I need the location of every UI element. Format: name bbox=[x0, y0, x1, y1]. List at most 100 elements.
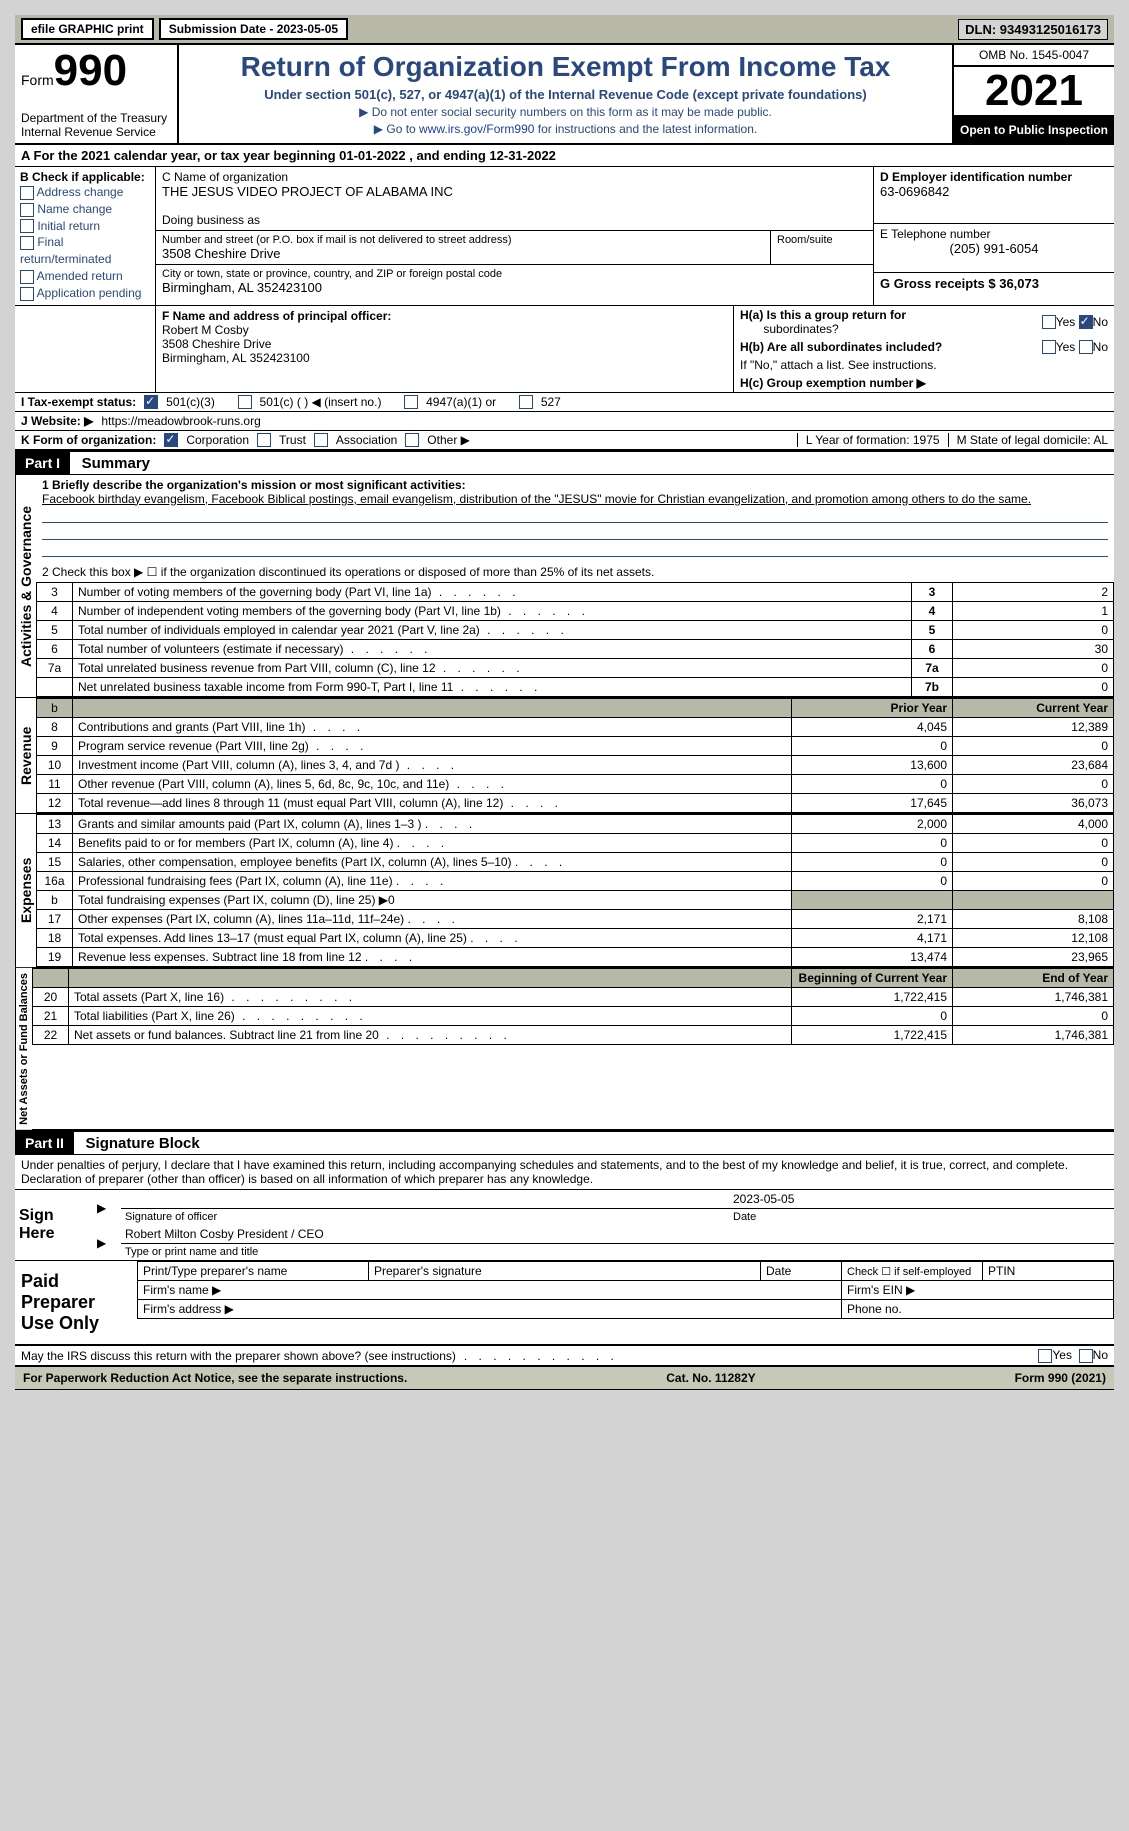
cb-address-change[interactable]: Address change bbox=[20, 184, 150, 201]
revenue-section: Revenue bPrior YearCurrent Year 8Contrib… bbox=[15, 698, 1114, 814]
omb-number: OMB No. 1545-0047 bbox=[954, 45, 1114, 67]
b-label: B Check if applicable: bbox=[20, 170, 150, 184]
ha-yes[interactable] bbox=[1042, 315, 1056, 329]
table-row: 21Total liabilities (Part X, line 26) . … bbox=[33, 1006, 1114, 1025]
footer: For Paperwork Reduction Act Notice, see … bbox=[15, 1367, 1114, 1390]
table-row: 13Grants and similar amounts paid (Part … bbox=[37, 814, 1114, 833]
mission-text: Facebook birthday evangelism, Facebook B… bbox=[42, 492, 1108, 506]
cb-application-pending[interactable]: Application pending bbox=[20, 285, 150, 302]
table-row: 18Total expenses. Add lines 13–17 (must … bbox=[37, 928, 1114, 947]
city-label: City or town, state or province, country… bbox=[162, 268, 867, 280]
section-b-through-g: B Check if applicable: Address change Na… bbox=[15, 167, 1114, 306]
room-label: Room/suite bbox=[770, 231, 873, 264]
expenses-section: Expenses 13Grants and similar amounts pa… bbox=[15, 814, 1114, 968]
hb-note: If "No," attach a list. See instructions… bbox=[734, 356, 1114, 374]
form-number: 990 bbox=[54, 46, 127, 95]
sign-here-block: Sign Here ▶ 2023-05-05 Signature of offi… bbox=[15, 1190, 1114, 1261]
table-row: 9Program service revenue (Part VIII, lin… bbox=[37, 736, 1114, 755]
phone: (205) 991-6054 bbox=[880, 241, 1108, 256]
table-row: 8Contributions and grants (Part VIII, li… bbox=[37, 717, 1114, 736]
submission-date-button[interactable]: Submission Date - 2023-05-05 bbox=[159, 18, 348, 40]
hb-no[interactable] bbox=[1079, 340, 1093, 354]
header-left: Form990 Department of the Treasury Inter… bbox=[15, 45, 179, 143]
table-row: 17Other expenses (Part IX, column (A), l… bbox=[37, 909, 1114, 928]
note-goto: ▶ Go to www.irs.gov/Form990 for instruct… bbox=[189, 122, 942, 136]
dln-label: DLN: 93493125016173 bbox=[958, 19, 1108, 40]
sign-here-label: Sign Here bbox=[15, 1190, 93, 1261]
col-d-e-g: D Employer identification number 63-0696… bbox=[873, 167, 1114, 305]
cb-527[interactable] bbox=[519, 395, 533, 409]
cb-trust[interactable] bbox=[257, 433, 271, 447]
discuss-yes[interactable] bbox=[1038, 1349, 1052, 1363]
table-row: 14Benefits paid to or for members (Part … bbox=[37, 833, 1114, 852]
officer-name: Robert M Cosby bbox=[162, 323, 727, 337]
cb-initial-return[interactable]: Initial return bbox=[20, 218, 150, 235]
f-label: F Name and address of principal officer: bbox=[162, 309, 727, 323]
hb-yes[interactable] bbox=[1042, 340, 1056, 354]
table-row: 6Total number of volunteers (estimate if… bbox=[37, 639, 1114, 658]
col-b-checkboxes: B Check if applicable: Address change Na… bbox=[15, 167, 156, 305]
cb-name-change[interactable]: Name change bbox=[20, 201, 150, 218]
activities-governance-section: Activities & Governance 1 Briefly descri… bbox=[15, 475, 1114, 698]
cb-association[interactable] bbox=[314, 433, 328, 447]
table-row: Net unrelated business taxable income fr… bbox=[37, 677, 1114, 696]
irs-link[interactable]: www.irs.gov/Form990 bbox=[419, 122, 534, 136]
form-990-page: efile GRAPHIC print Submission Date - 20… bbox=[15, 15, 1114, 1390]
cb-4947[interactable] bbox=[404, 395, 418, 409]
part-2-header: Part II Signature Block bbox=[15, 1131, 1114, 1155]
paid-preparer-block: Paid Preparer Use Only Print/Type prepar… bbox=[15, 1261, 1114, 1346]
form-word: Form bbox=[21, 72, 54, 88]
website: https://meadowbrook-runs.org bbox=[101, 414, 260, 428]
ein: 63-0696842 bbox=[880, 184, 1108, 199]
part-2-label: Part II bbox=[15, 1132, 74, 1154]
net-assets-section: Net Assets or Fund Balances Beginning of… bbox=[15, 968, 1114, 1132]
part-2-title: Signature Block bbox=[78, 1133, 208, 1154]
tax-year: 2021 bbox=[954, 67, 1114, 117]
paid-preparer-table: Print/Type preparer's name Preparer's si… bbox=[137, 1261, 1114, 1319]
table-row: 11Other revenue (Part VIII, column (A), … bbox=[37, 774, 1114, 793]
side-label-expenses: Expenses bbox=[15, 814, 36, 967]
discuss-line: May the IRS discuss this return with the… bbox=[15, 1346, 1114, 1367]
side-label-ag: Activities & Governance bbox=[15, 475, 36, 697]
c-label: C Name of organization bbox=[162, 170, 867, 184]
section-k-l-m: K Form of organization: Corporation Trus… bbox=[15, 431, 1114, 451]
form-title: Return of Organization Exempt From Incom… bbox=[189, 51, 942, 83]
table-row: 5Total number of individuals employed in… bbox=[37, 620, 1114, 639]
m-state-domicile: M State of legal domicile: AL bbox=[948, 433, 1108, 447]
section-f-h: F Name and address of principal officer:… bbox=[15, 306, 1114, 393]
form-ref: Form 990 (2021) bbox=[1015, 1371, 1106, 1385]
cb-other[interactable] bbox=[405, 433, 419, 447]
dba-label: Doing business as bbox=[162, 213, 867, 227]
table-row: 12Total revenue—add lines 8 through 11 (… bbox=[37, 793, 1114, 812]
table-activities-governance: 3Number of voting members of the governi… bbox=[36, 582, 1114, 697]
table-row: 4Number of independent voting members of… bbox=[37, 601, 1114, 620]
cb-corporation[interactable] bbox=[164, 433, 178, 447]
e-label: E Telephone number bbox=[880, 227, 1108, 241]
org-name-box: C Name of organization THE JESUS VIDEO P… bbox=[156, 167, 873, 231]
table-row: bTotal fundraising expenses (Part IX, co… bbox=[37, 890, 1114, 909]
table-row: 10Investment income (Part VIII, column (… bbox=[37, 755, 1114, 774]
col-c-org-info: C Name of organization THE JESUS VIDEO P… bbox=[156, 167, 873, 305]
table-row: 15Salaries, other compensation, employee… bbox=[37, 852, 1114, 871]
ha-no[interactable] bbox=[1079, 315, 1093, 329]
open-to-public: Open to Public Inspection bbox=[954, 117, 1114, 143]
catalog-number: Cat. No. 11282Y bbox=[666, 1371, 755, 1385]
part-1-title: Summary bbox=[74, 453, 158, 474]
table-row: 7aTotal unrelated business revenue from … bbox=[37, 658, 1114, 677]
cb-501c[interactable] bbox=[238, 395, 252, 409]
table-row: 3Number of voting members of the governi… bbox=[37, 582, 1114, 601]
cb-501c3[interactable] bbox=[144, 395, 158, 409]
table-revenue: bPrior YearCurrent Year 8Contributions a… bbox=[36, 698, 1114, 813]
discuss-no[interactable] bbox=[1079, 1349, 1093, 1363]
form-subtitle: Under section 501(c), 527, or 4947(a)(1)… bbox=[189, 87, 942, 102]
table-expenses: 13Grants and similar amounts paid (Part … bbox=[36, 814, 1114, 967]
efile-print-button[interactable]: efile GRAPHIC print bbox=[21, 18, 154, 40]
l-year-formation: L Year of formation: 1975 bbox=[797, 433, 940, 447]
part-1-label: Part I bbox=[15, 452, 70, 474]
section-i-tax-status: I Tax-exempt status: 501(c)(3) 501(c) ( … bbox=[15, 393, 1114, 412]
table-row: 20Total assets (Part X, line 16) . . . .… bbox=[33, 987, 1114, 1006]
line2: 2 Check this box ▶ ☐ if the organization… bbox=[36, 562, 1114, 582]
cb-final-return[interactable]: Final return/terminated bbox=[20, 234, 150, 268]
cb-amended-return[interactable]: Amended return bbox=[20, 268, 150, 285]
officer-street: 3508 Cheshire Drive bbox=[162, 337, 727, 351]
